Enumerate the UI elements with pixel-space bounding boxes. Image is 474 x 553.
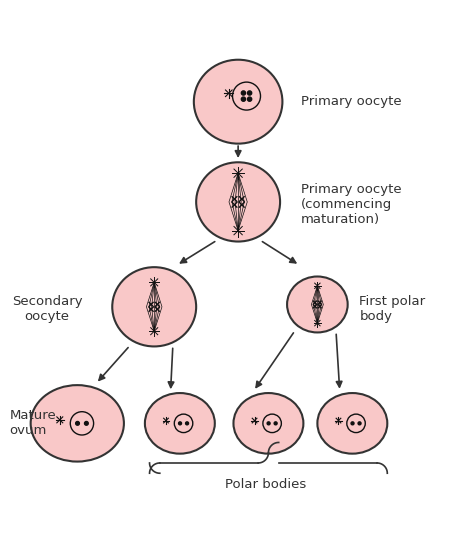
Circle shape bbox=[241, 97, 246, 101]
Circle shape bbox=[267, 422, 270, 425]
Circle shape bbox=[247, 97, 252, 101]
Ellipse shape bbox=[145, 393, 215, 453]
Text: Primary oocyte: Primary oocyte bbox=[301, 95, 401, 108]
Circle shape bbox=[179, 422, 182, 425]
Ellipse shape bbox=[196, 162, 280, 242]
Ellipse shape bbox=[318, 393, 387, 453]
Text: Secondary
oocyte: Secondary oocyte bbox=[12, 295, 82, 323]
Ellipse shape bbox=[287, 276, 348, 332]
Text: First polar
body: First polar body bbox=[359, 295, 426, 323]
Circle shape bbox=[358, 422, 361, 425]
Ellipse shape bbox=[234, 393, 303, 453]
Circle shape bbox=[186, 422, 189, 425]
Circle shape bbox=[241, 91, 246, 95]
Ellipse shape bbox=[194, 60, 283, 144]
Circle shape bbox=[351, 422, 354, 425]
Text: Polar bodies: Polar bodies bbox=[226, 478, 307, 491]
Circle shape bbox=[76, 421, 79, 425]
Ellipse shape bbox=[112, 267, 196, 346]
Circle shape bbox=[274, 422, 277, 425]
Ellipse shape bbox=[31, 385, 124, 462]
Circle shape bbox=[247, 91, 252, 95]
Text: Mature
ovum: Mature ovum bbox=[9, 409, 56, 437]
Circle shape bbox=[84, 421, 88, 425]
Text: Primary oocyte
(commencing
maturation): Primary oocyte (commencing maturation) bbox=[301, 182, 401, 226]
